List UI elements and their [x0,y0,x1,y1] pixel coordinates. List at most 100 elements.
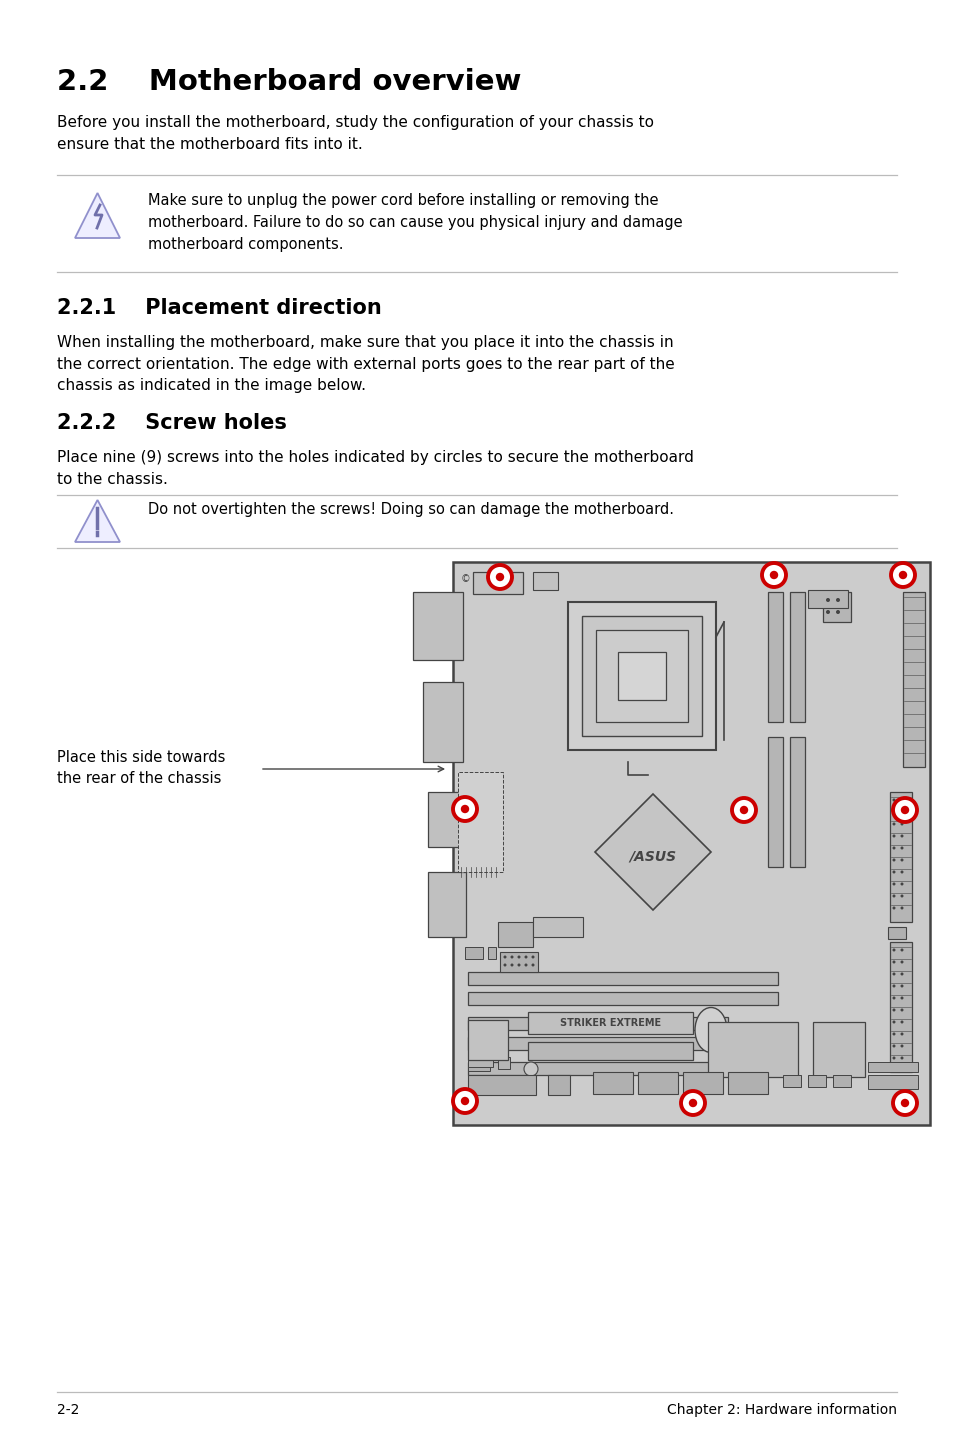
Bar [468,1063,727,1076]
Circle shape [901,1100,907,1106]
Circle shape [680,1091,704,1114]
Bar [533,572,558,590]
Bar [867,1076,917,1089]
Text: Place nine (9) screws into the holes indicated by circles to secure the motherbo: Place nine (9) screws into the holes ind… [57,450,693,486]
Circle shape [825,598,829,603]
Bar [453,562,929,1125]
Bar [593,1071,633,1094]
Circle shape [892,858,895,861]
Circle shape [892,1044,895,1047]
Bar [468,1053,493,1067]
Bar [682,1071,722,1094]
Bar [547,1076,569,1094]
Bar [464,948,482,959]
Circle shape [517,955,520,959]
Circle shape [892,883,895,886]
Bar [468,1037,778,1050]
Bar [468,992,778,1005]
Text: When installing the motherboard, make sure that you place it into the chassis in: When installing the motherboard, make su… [57,335,674,393]
Circle shape [900,883,902,886]
Circle shape [892,949,895,952]
Bar [428,792,465,847]
Bar [413,592,462,660]
Circle shape [453,797,476,821]
Circle shape [900,1008,902,1011]
Bar [767,592,782,722]
Bar [457,772,502,871]
Polygon shape [75,193,120,239]
Ellipse shape [695,1008,726,1053]
Bar [707,1022,797,1077]
Text: STRIKER EXTREME: STRIKER EXTREME [559,1018,660,1028]
Circle shape [503,955,506,959]
Circle shape [892,1008,895,1011]
Bar [468,1055,490,1071]
Circle shape [488,565,512,590]
Bar [497,1057,510,1068]
Circle shape [892,1057,895,1060]
Bar [527,1043,692,1060]
Circle shape [461,805,468,812]
Bar [727,1071,767,1094]
Circle shape [892,834,895,837]
Bar [822,592,850,623]
Circle shape [892,798,916,823]
Circle shape [892,1032,895,1035]
Circle shape [835,610,840,614]
Circle shape [524,963,527,966]
Bar [889,942,911,1071]
Circle shape [892,894,895,897]
Circle shape [892,811,895,814]
Circle shape [517,963,520,966]
Bar [767,738,782,867]
Bar [807,1076,825,1087]
Polygon shape [75,500,120,542]
Text: Chapter 2: Hardware information: Chapter 2: Hardware information [666,1403,896,1416]
Circle shape [900,997,902,999]
Bar [782,1076,801,1087]
Bar [581,615,701,736]
Circle shape [531,963,534,966]
Bar [468,972,778,985]
Circle shape [770,571,777,578]
Circle shape [900,1057,902,1060]
Circle shape [892,823,895,825]
Circle shape [825,610,829,614]
Bar [789,738,804,867]
Bar [638,1071,678,1094]
Circle shape [892,870,895,873]
Circle shape [496,574,503,581]
Circle shape [900,870,902,873]
Bar [473,572,522,594]
Bar [468,1017,727,1030]
Bar [468,1020,507,1060]
Circle shape [503,963,506,966]
Bar [789,592,804,722]
Circle shape [761,564,785,587]
Text: 2.2.1    Placement direction: 2.2.1 Placement direction [57,298,381,318]
Bar [468,1076,536,1094]
Circle shape [892,906,895,909]
Bar [902,592,924,766]
Bar [497,922,533,948]
Circle shape [899,571,905,578]
Circle shape [900,985,902,988]
Text: 2.2.2    Screw holes: 2.2.2 Screw holes [57,413,287,433]
Bar [488,948,496,959]
Circle shape [900,858,902,861]
Circle shape [523,1063,537,1076]
Bar [887,928,905,939]
Circle shape [890,564,914,587]
Bar [812,1022,864,1077]
Circle shape [892,985,895,988]
Bar [422,682,462,762]
Text: Make sure to unplug the power cord before installing or removing the
motherboard: Make sure to unplug the power cord befor… [148,193,682,253]
Text: /ASUS: /ASUS [629,850,676,864]
Circle shape [453,1089,476,1113]
Text: 2-2: 2-2 [57,1403,79,1416]
Circle shape [835,598,840,603]
Circle shape [892,961,895,963]
Circle shape [900,894,902,897]
Bar [527,1012,692,1034]
Text: Place this side towards
the rear of the chassis: Place this side towards the rear of the … [57,751,225,787]
